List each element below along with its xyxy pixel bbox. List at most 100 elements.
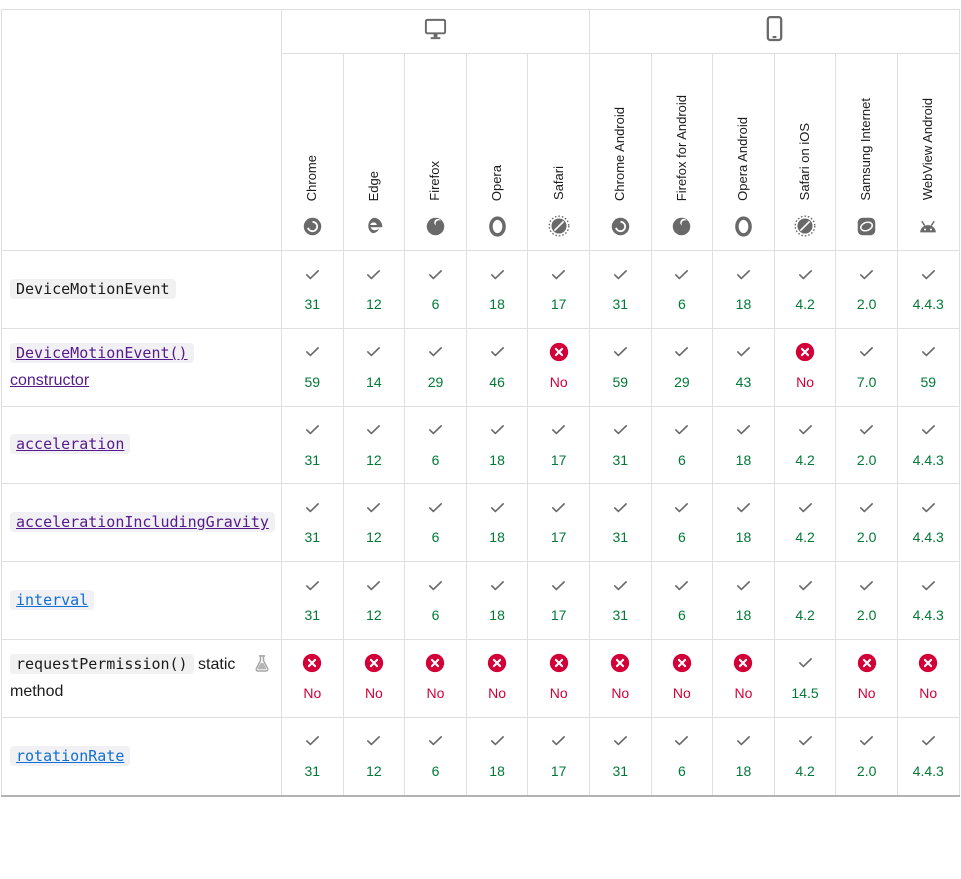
support-cell[interactable]: 12 bbox=[342, 483, 406, 563]
support-cell[interactable]: 17 bbox=[527, 405, 590, 485]
support-cell[interactable]: 4.2 bbox=[773, 250, 837, 329]
support-cell[interactable]: 4.2 bbox=[773, 561, 837, 640]
feature-label-cell: accelerationIncludingGravity bbox=[1, 483, 282, 563]
support-version: 12 bbox=[366, 762, 382, 779]
support-cell[interactable]: 6 bbox=[404, 716, 467, 797]
check-icon bbox=[612, 577, 629, 599]
support-cell[interactable]: 6 bbox=[650, 483, 714, 563]
support-cell[interactable]: 31 bbox=[281, 250, 344, 329]
support-cell[interactable]: No bbox=[773, 327, 837, 407]
support-cell[interactable]: 46 bbox=[465, 327, 529, 407]
support-cell[interactable]: 17 bbox=[527, 250, 590, 329]
feature-row: requestPermission() static method No No No N… bbox=[1, 638, 960, 718]
feature-link[interactable]: DeviceMotionEvent() constructor bbox=[10, 343, 194, 389]
support-cell[interactable]: 31 bbox=[588, 405, 652, 485]
support-cell[interactable]: 59 bbox=[281, 327, 344, 407]
browser-header-row: Chrome Edge Firefox Opera Safari Chrome Andro… bbox=[2, 53, 960, 251]
support-cell[interactable]: 31 bbox=[281, 561, 344, 640]
support-cell[interactable]: 14.5 bbox=[773, 638, 837, 718]
support-cell[interactable]: No bbox=[465, 638, 529, 718]
support-cell[interactable]: No bbox=[712, 638, 775, 718]
support-cell[interactable]: 2.0 bbox=[835, 250, 898, 329]
support-cell[interactable]: 17 bbox=[527, 561, 590, 640]
support-cell[interactable]: 31 bbox=[588, 483, 652, 563]
support-cell[interactable]: 2.0 bbox=[835, 483, 898, 563]
support-version: No bbox=[796, 373, 814, 390]
support-cell[interactable]: 31 bbox=[281, 483, 344, 563]
support-version: No bbox=[364, 684, 383, 701]
feature-link[interactable]: rotationRate bbox=[10, 745, 131, 766]
support-cell[interactable]: 31 bbox=[588, 250, 652, 329]
support-cell[interactable]: 12 bbox=[342, 716, 406, 797]
support-cell[interactable]: 59 bbox=[588, 327, 652, 407]
support-cell[interactable]: 4.4.3 bbox=[896, 405, 960, 485]
support-cell[interactable]: 17 bbox=[527, 483, 590, 563]
support-cell[interactable]: 6 bbox=[404, 250, 467, 329]
support-cell[interactable]: 6 bbox=[404, 561, 467, 640]
support-cell[interactable]: 4.4.3 bbox=[896, 561, 960, 640]
support-cell[interactable]: 4.2 bbox=[773, 483, 837, 563]
check-icon bbox=[365, 343, 382, 365]
browser-header-firefox-for-android: Firefox for Android bbox=[650, 53, 714, 251]
support-cell[interactable]: 4.4.3 bbox=[896, 483, 960, 563]
support-cell[interactable]: 14 bbox=[342, 327, 406, 407]
support-version: 4.2 bbox=[795, 607, 815, 624]
support-cell[interactable]: 12 bbox=[342, 561, 406, 640]
support-cell[interactable]: 18 bbox=[712, 561, 775, 640]
support-cell[interactable]: 18 bbox=[465, 716, 529, 797]
support-cell[interactable]: No bbox=[281, 638, 344, 718]
support-cell[interactable]: 31 bbox=[588, 716, 652, 797]
support-cell[interactable]: 6 bbox=[404, 405, 467, 485]
feature-link[interactable]: acceleration bbox=[10, 434, 131, 455]
support-cell[interactable]: 4.2 bbox=[773, 405, 837, 485]
support-cell[interactable]: 4.2 bbox=[773, 716, 837, 797]
support-cell[interactable]: 7.0 bbox=[835, 327, 898, 407]
check-icon bbox=[427, 266, 444, 288]
support-cell[interactable]: No bbox=[527, 638, 590, 718]
support-cell[interactable]: No bbox=[588, 638, 652, 718]
cross-icon bbox=[487, 653, 507, 678]
support-version: 31 bbox=[612, 451, 629, 468]
support-cell[interactable]: 18 bbox=[465, 561, 529, 640]
support-cell[interactable]: 29 bbox=[404, 327, 467, 407]
browser-name: Firefox bbox=[427, 161, 443, 201]
support-cell[interactable]: 31 bbox=[281, 405, 344, 485]
support-cell[interactable]: 12 bbox=[342, 405, 406, 485]
support-cell[interactable]: 12 bbox=[342, 250, 406, 329]
support-cell[interactable]: 2.0 bbox=[835, 716, 898, 797]
support-version: 6 bbox=[677, 296, 686, 312]
support-cell[interactable]: 29 bbox=[650, 327, 714, 407]
support-cell[interactable]: 18 bbox=[465, 250, 529, 329]
support-cell[interactable]: No bbox=[527, 327, 590, 407]
support-cell[interactable]: No bbox=[650, 638, 714, 718]
feature-link[interactable]: interval bbox=[10, 589, 95, 610]
support-cell[interactable]: 4.4.3 bbox=[896, 250, 960, 329]
webview-icon bbox=[916, 215, 940, 237]
support-cell[interactable]: No bbox=[342, 638, 406, 718]
support-cell[interactable]: 18 bbox=[712, 483, 775, 563]
support-cell[interactable]: 31 bbox=[281, 716, 344, 797]
support-cell[interactable]: 17 bbox=[527, 716, 590, 797]
support-cell[interactable]: 6 bbox=[650, 250, 714, 329]
support-cell[interactable]: 6 bbox=[650, 405, 714, 485]
support-cell[interactable]: 59 bbox=[896, 327, 960, 407]
support-cell[interactable]: 6 bbox=[650, 716, 714, 797]
feature-link[interactable]: accelerationIncludingGravity bbox=[10, 512, 275, 533]
support-cell[interactable]: 18 bbox=[712, 716, 775, 797]
support-cell[interactable]: No bbox=[835, 638, 898, 718]
support-cell[interactable]: 6 bbox=[650, 561, 714, 640]
support-cell[interactable]: 31 bbox=[588, 561, 652, 640]
support-version: No bbox=[488, 684, 507, 701]
support-cell[interactable]: 18 bbox=[712, 405, 775, 485]
support-cell[interactable]: 18 bbox=[712, 250, 775, 329]
support-cell[interactable]: No bbox=[896, 638, 960, 718]
support-cell[interactable]: 18 bbox=[465, 405, 529, 485]
support-cell[interactable]: 2.0 bbox=[835, 561, 898, 640]
support-cell[interactable]: 4.4.3 bbox=[896, 716, 960, 797]
support-cell[interactable]: No bbox=[404, 638, 467, 718]
support-cell[interactable]: 2.0 bbox=[835, 405, 898, 485]
support-cell[interactable]: 6 bbox=[404, 483, 467, 563]
support-cell[interactable]: 43 bbox=[712, 327, 775, 407]
browser-name: Chrome Android bbox=[612, 107, 628, 201]
support-cell[interactable]: 18 bbox=[465, 483, 529, 563]
